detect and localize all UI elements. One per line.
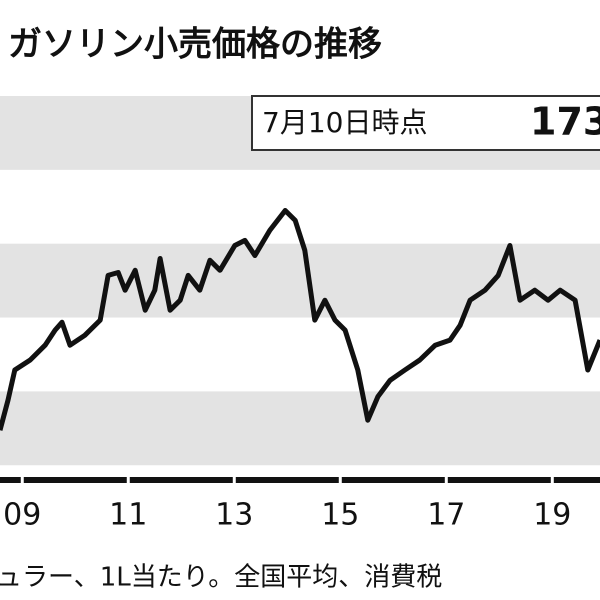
- x-tick-label: 15: [321, 498, 359, 533]
- annotation-value: 173: [530, 100, 600, 144]
- chart-note: ュラー、1L当たり。全国平均、消費税: [0, 563, 442, 593]
- band: [0, 391, 600, 466]
- x-tick-label: 09: [3, 498, 41, 533]
- band: [0, 243, 600, 318]
- line: [0, 208, 600, 431]
- x-tick-label: 17: [427, 498, 465, 533]
- x-tick-label: 13: [215, 498, 253, 533]
- chart-title: ガソリン小売価格の推移: [8, 25, 382, 65]
- x-tick-label: 11: [109, 498, 147, 533]
- annotation-date: 7月10日時点: [262, 106, 427, 139]
- x-tick-label: 19: [533, 498, 571, 533]
- annotation-box: [251, 95, 600, 151]
